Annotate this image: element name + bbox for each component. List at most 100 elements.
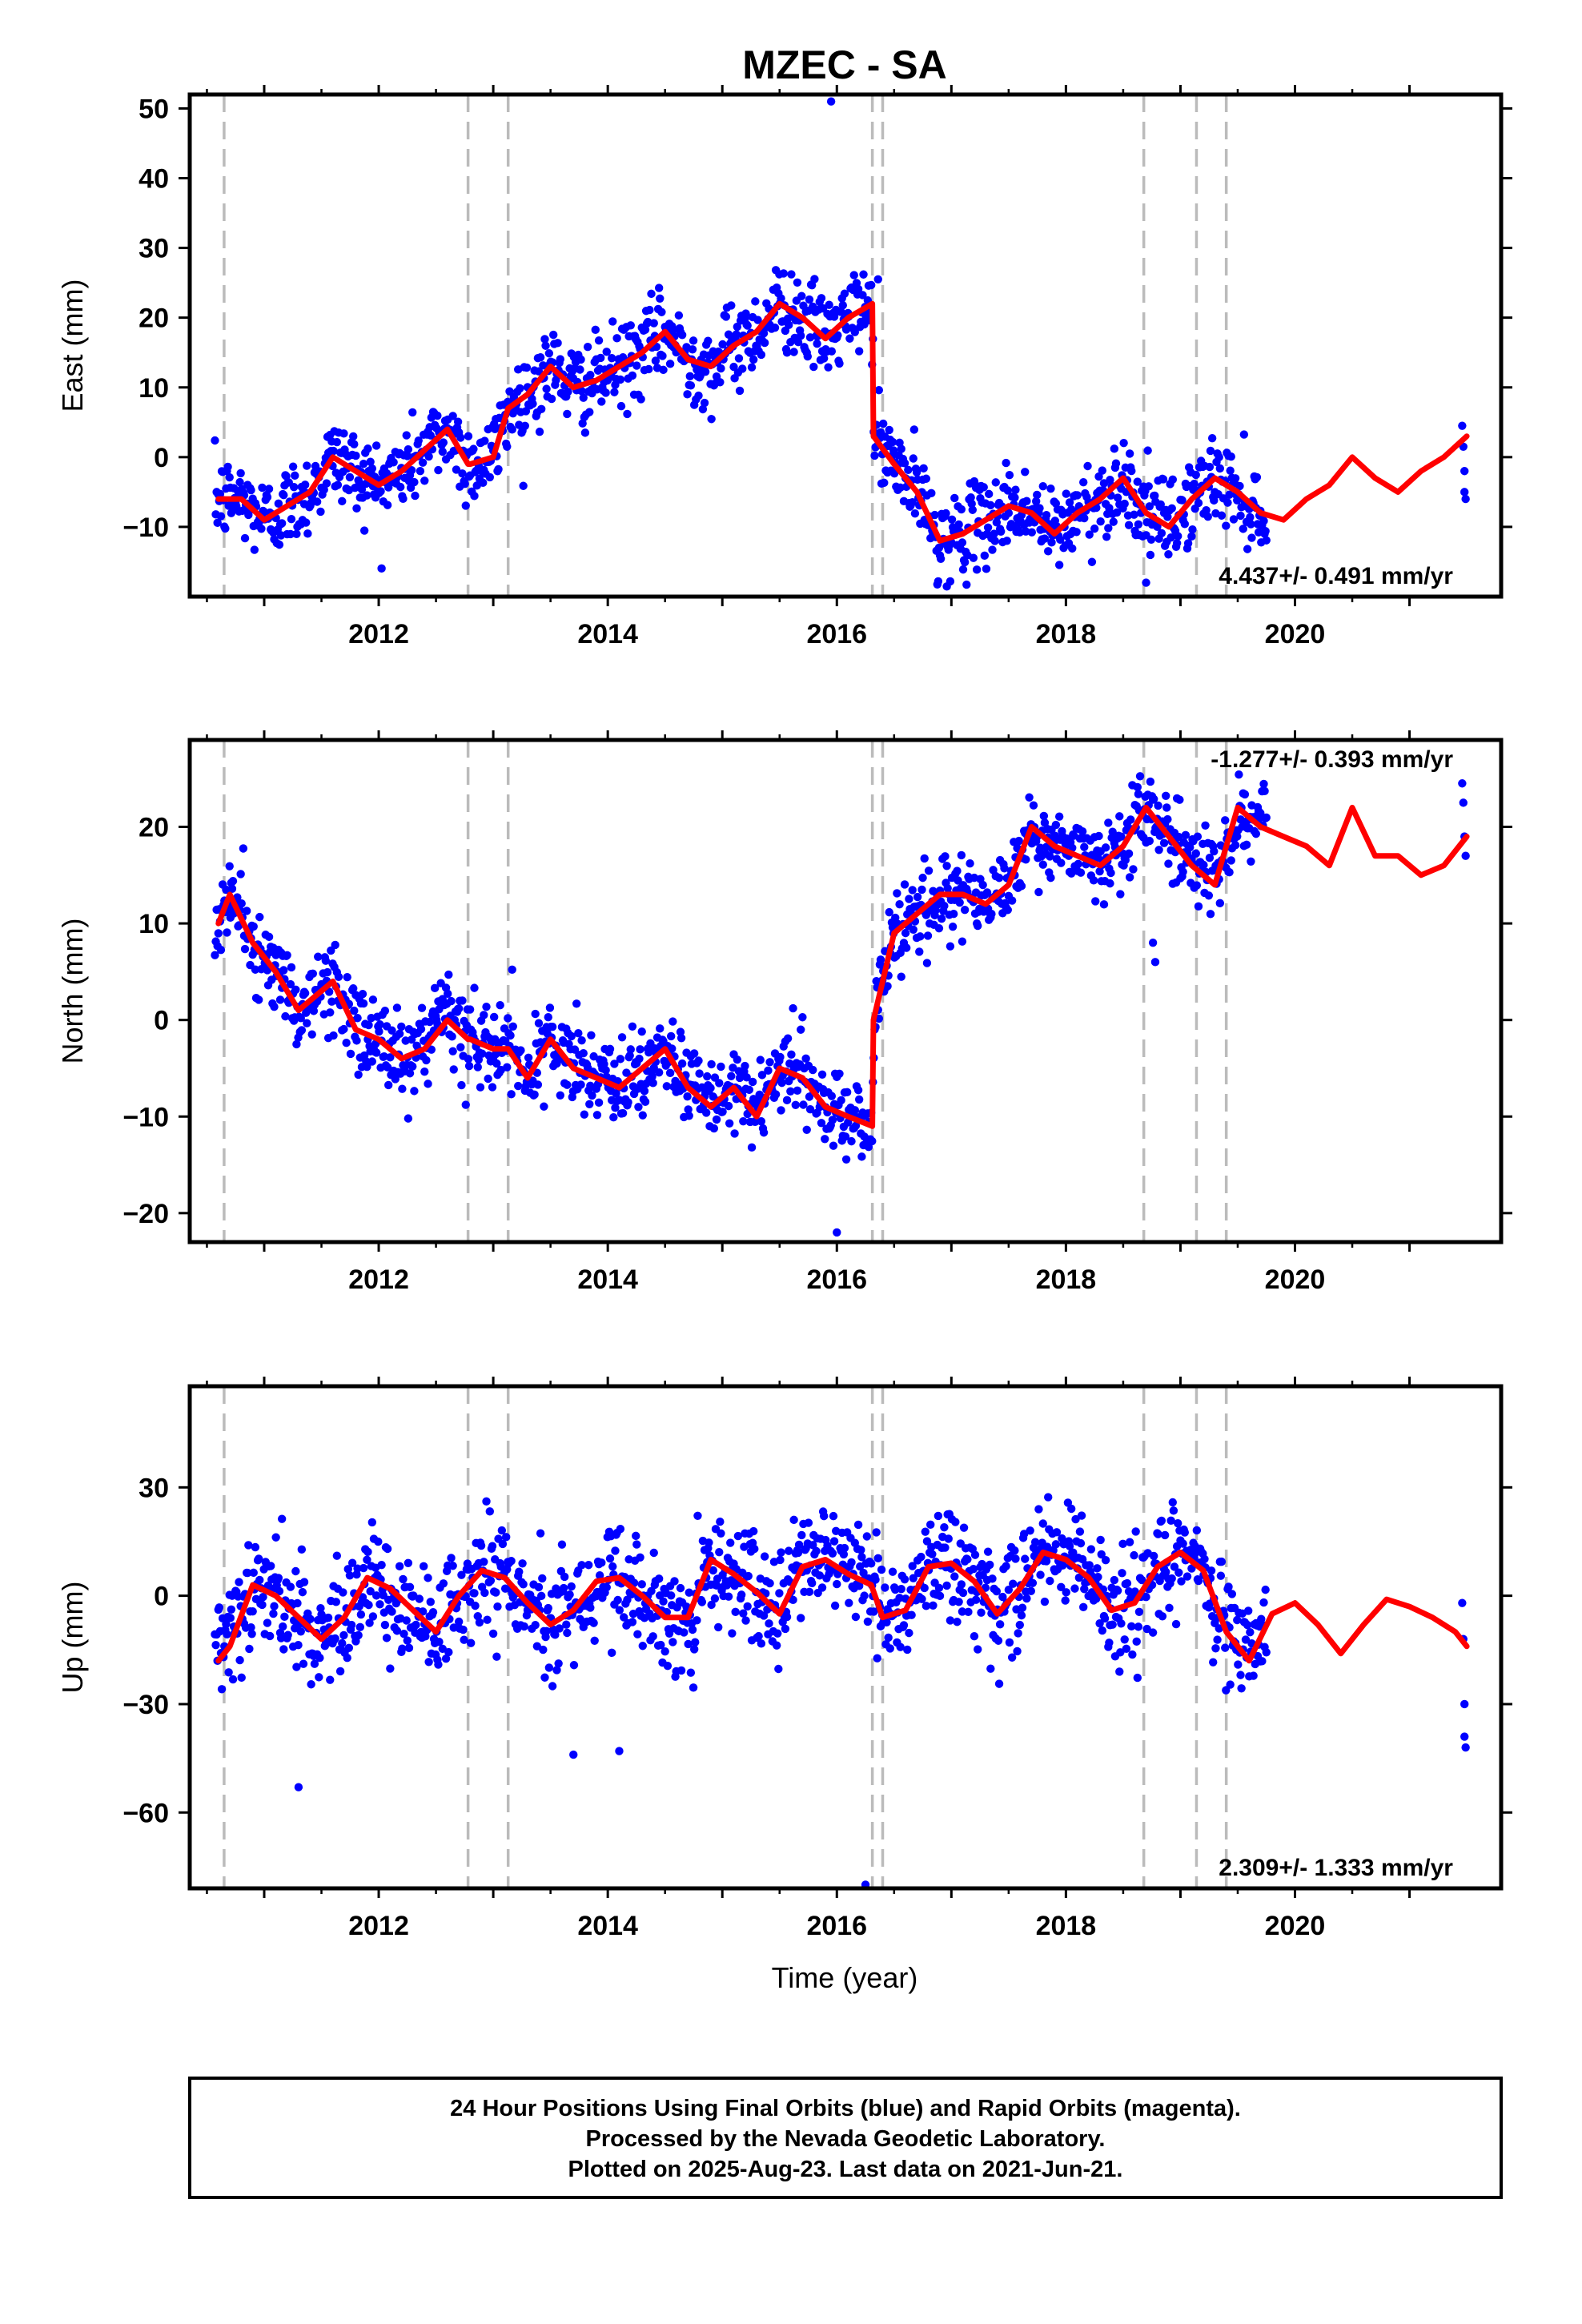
observation-point xyxy=(420,476,429,485)
observation-point xyxy=(281,1011,290,1021)
observation-point xyxy=(542,1626,551,1635)
y-axis-label: North (mm) xyxy=(56,919,89,1064)
observation-point xyxy=(1094,1573,1102,1582)
observation-point xyxy=(982,888,992,897)
observation-point xyxy=(359,1563,368,1573)
observation-point xyxy=(1207,433,1217,443)
observation-point xyxy=(248,1606,257,1616)
observation-point xyxy=(514,1081,523,1091)
observation-point xyxy=(712,1581,721,1590)
observation-point xyxy=(520,1622,528,1631)
observation-point xyxy=(480,1558,488,1566)
x-tick-label: 2020 xyxy=(1265,1265,1326,1295)
observation-point xyxy=(1099,900,1109,909)
observation-point xyxy=(827,347,837,356)
observation-point xyxy=(469,444,478,453)
observation-point xyxy=(470,492,479,501)
observation-point xyxy=(930,510,939,520)
footer-line-3: Plotted on 2025-Aug-23. Last data on 202… xyxy=(568,2157,1123,2182)
observation-point xyxy=(1207,1566,1216,1575)
observation-point xyxy=(492,1652,501,1661)
observation-point xyxy=(1130,1550,1138,1560)
observation-point xyxy=(448,1032,456,1041)
observation-point xyxy=(1235,770,1243,779)
observation-point xyxy=(757,350,766,360)
observation-point xyxy=(404,444,413,454)
observation-point xyxy=(916,932,925,941)
observation-point xyxy=(805,1104,815,1114)
observation-point xyxy=(312,497,322,506)
observation-point xyxy=(556,355,564,364)
east-panel: 2012 2014 2016 2018 2020 −10 0 10 20 30 40 50 East (… xyxy=(56,85,1512,649)
observation-point xyxy=(357,485,367,494)
observation-point xyxy=(908,1562,917,1570)
observation-point xyxy=(853,1520,863,1530)
observation-point xyxy=(548,1682,557,1691)
observation-point xyxy=(579,393,588,402)
observation-point xyxy=(474,1055,484,1064)
observation-point xyxy=(404,1643,414,1653)
observation-point xyxy=(1142,578,1150,587)
observation-point xyxy=(227,1605,236,1614)
observation-point xyxy=(1154,1530,1162,1538)
observation-point xyxy=(644,1047,653,1057)
observation-point xyxy=(1231,841,1240,850)
observation-point xyxy=(594,1098,604,1108)
observation-point xyxy=(749,355,758,364)
observation-point xyxy=(556,1091,564,1100)
observation-point xyxy=(929,1601,938,1610)
observation-point xyxy=(1186,842,1195,852)
observation-point xyxy=(542,384,551,393)
observation-point xyxy=(1146,550,1155,560)
observation-point xyxy=(247,485,255,495)
observation-point xyxy=(775,1589,784,1598)
observation-point xyxy=(969,1564,978,1574)
y-tick-label: 30 xyxy=(139,1473,169,1503)
model-curve xyxy=(215,804,1470,1129)
observation-point xyxy=(1042,511,1051,520)
y-tick-label: 20 xyxy=(139,304,169,334)
observation-point xyxy=(291,1566,300,1576)
observation-point xyxy=(958,538,967,547)
observation-point xyxy=(921,1602,931,1610)
observation-point xyxy=(343,973,351,982)
observation-point xyxy=(663,1661,673,1671)
observation-point xyxy=(674,311,684,320)
observation-point xyxy=(745,1085,754,1095)
observation-point xyxy=(1062,489,1070,498)
y-tick-label: 10 xyxy=(139,909,169,939)
observation-point xyxy=(602,348,611,356)
observation-point xyxy=(488,1542,497,1550)
observation-point xyxy=(1066,1504,1076,1514)
observation-point xyxy=(1068,544,1077,553)
x-tick-label: 2016 xyxy=(806,619,867,649)
observation-point xyxy=(921,1527,930,1536)
observation-point xyxy=(881,1583,889,1592)
observation-point xyxy=(355,1622,364,1632)
observation-point xyxy=(306,1614,315,1623)
x-tick-label: 2020 xyxy=(1265,619,1326,649)
observation-point xyxy=(1167,1574,1176,1583)
observation-point xyxy=(1239,430,1249,439)
observation-point xyxy=(656,1024,665,1033)
observation-point xyxy=(1089,876,1098,885)
observation-point xyxy=(493,1602,502,1611)
observation-point xyxy=(1051,820,1061,830)
observation-point xyxy=(640,325,650,334)
observation-point xyxy=(559,1583,568,1593)
observation-point xyxy=(957,850,966,860)
observation-point xyxy=(1038,481,1047,491)
observation-point xyxy=(424,1080,432,1088)
observation-point xyxy=(946,942,955,951)
observation-point xyxy=(1106,879,1114,888)
observation-point xyxy=(920,1583,929,1593)
observation-point xyxy=(1134,1622,1143,1631)
observation-point xyxy=(1156,500,1165,509)
observation-point xyxy=(1236,511,1245,521)
observation-point xyxy=(974,1645,982,1654)
observation-point xyxy=(854,1095,864,1104)
observation-point xyxy=(577,1561,586,1570)
observation-point xyxy=(757,1117,766,1126)
observation-point xyxy=(1004,1585,1014,1594)
observation-point xyxy=(1025,793,1034,802)
